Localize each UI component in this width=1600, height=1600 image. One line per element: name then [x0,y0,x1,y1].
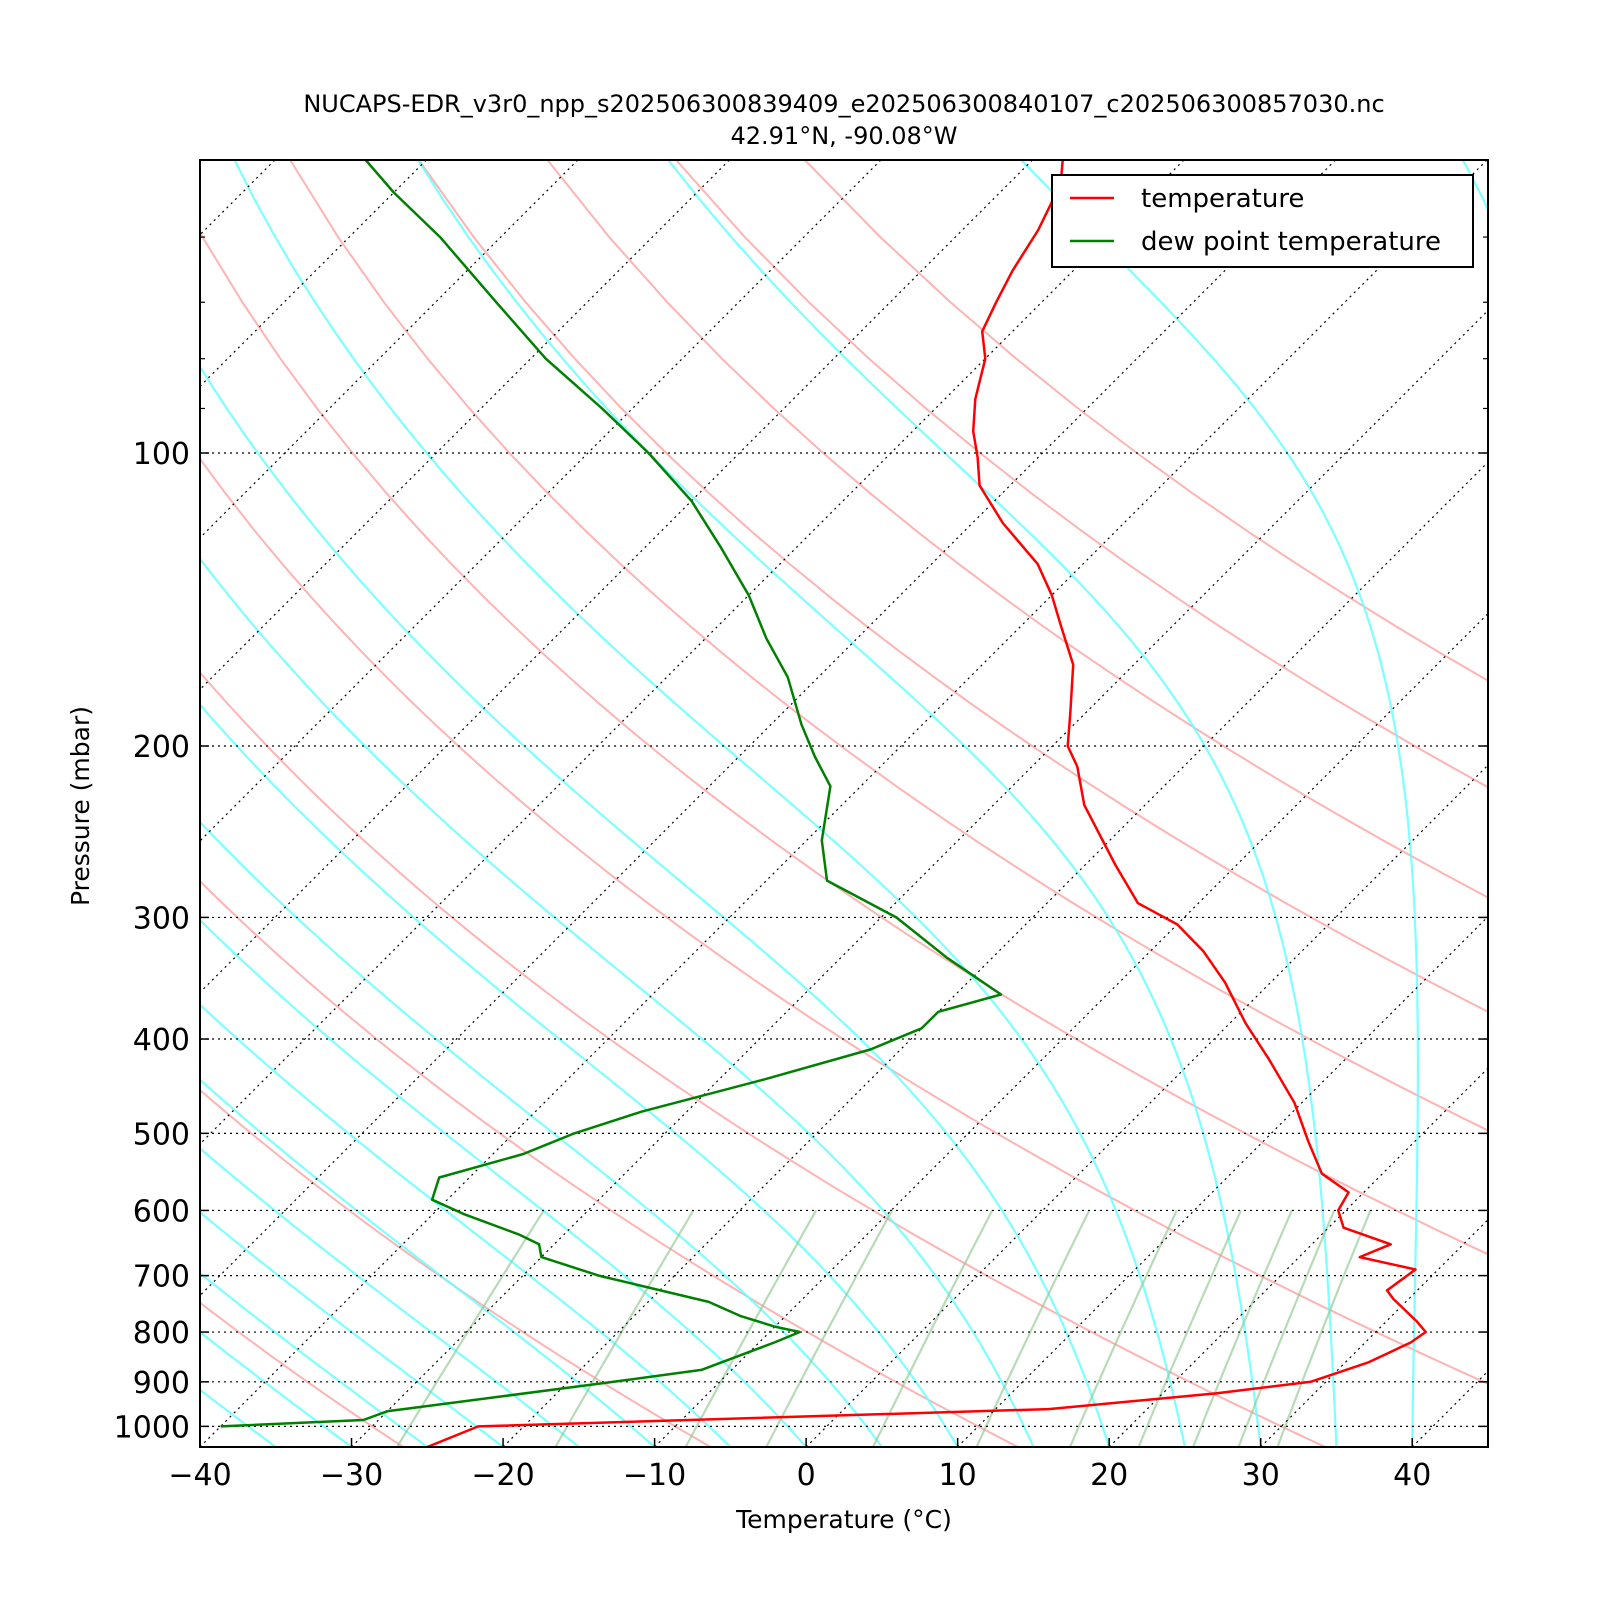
dry-adiabat-line [200,1088,712,1447]
y-tick-label: 800 [133,1316,190,1351]
y-axis-ticks: 100 200 300 400 500 600 700 800 900 1000 [114,159,1488,1445]
moist-adiabat-line [417,160,1262,1447]
y-tick-label: 100 [133,437,190,472]
legend: temperature dew point temperature [1051,174,1474,268]
x-tick-label: 10 [939,1458,977,1493]
dry-adiabat-line [200,457,1488,1385]
y-tick-label: 1000 [114,1410,190,1445]
dry-adiabat-line [417,160,1488,1013]
dry-adiabat-line [200,670,1326,1447]
mixing-ratio-line [1137,1209,1242,1447]
isotherm-line [0,160,123,1447]
y-tick-label: 900 [133,1366,190,1401]
chart-title: NUCAPS-EDR_v3r0_npp_s202506300839409_e20… [303,90,1384,118]
moist-adiabat-line [200,1003,732,1447]
y-tick-label: 200 [133,730,190,765]
mixing-ratio-line [1276,1209,1372,1447]
x-tick-label: 0 [797,1458,816,1493]
legend-label-dew-point-temperature: dew point temperature [1141,227,1441,257]
sounding-lines [220,160,1427,1447]
moist-adiabat-line [200,556,1035,1447]
dry-adiabat-line [200,1301,404,1447]
y-tick-label: 700 [133,1260,190,1295]
moist-adiabat-line [200,1210,504,1447]
moist-adiabat-line [200,918,807,1447]
x-tick-label: −40 [168,1458,231,1493]
background-lines [0,160,1600,1447]
x-tick-label: −10 [623,1458,686,1493]
pressure-grid-lines [200,452,1488,1427]
x-tick-label: −20 [471,1458,534,1493]
mixing-ratio-line [872,1209,994,1447]
chart-subtitle: 42.91°N, -90.08°W [730,122,957,150]
mixing-ratio-line [765,1209,893,1447]
x-tick-label: 30 [1242,1458,1280,1493]
plot-frame [199,159,1489,1448]
moist-adiabat-line [1020,160,1419,1447]
dry-adiabat-line [200,879,1019,1447]
legend-box [1051,174,1474,268]
isotherm-line [1564,160,1600,1447]
moist-adiabat-line [200,1078,656,1447]
x-tick-label: 20 [1090,1458,1128,1493]
y-tick-label: 500 [133,1117,190,1152]
plot-area-background [200,160,1488,1447]
x-axis-label: Temperature (°C) [735,1505,952,1534]
x-axis-ticks: −40 −30 −20 −10 0 10 20 30 40 [168,1438,1431,1493]
dry-adiabat-line [289,160,1488,1132]
series-line-dew-point-temperature [220,160,1003,1428]
y-tick-label: 300 [133,901,190,936]
mixing-ratio-line [684,1209,818,1447]
x-tick-label: −30 [320,1458,383,1493]
mixing-ratio-line [1192,1209,1293,1447]
y-axis-label: Pressure (mbar) [66,706,95,906]
y-tick-label: 400 [133,1023,190,1058]
moist-adiabat-line [200,364,1111,1447]
mixing-ratio-line [1237,1209,1336,1447]
x-tick-label: 40 [1393,1458,1431,1493]
dry-adiabat-line [546,160,1488,899]
legend-label-temperature: temperature [1141,184,1304,214]
y-tick-label: 600 [133,1194,190,1229]
mixing-ratio-line [554,1209,695,1447]
moist-adiabat-line [200,1330,353,1447]
moist-adiabat-line [200,1271,428,1447]
mixing-ratio-line [396,1209,545,1447]
moist-adiabat-line [200,1146,580,1447]
moist-adiabat-line [200,703,959,1447]
mixing-ratio-line [1068,1209,1178,1447]
dry-adiabat-line [675,160,1488,789]
mixing-ratio-line [975,1209,1091,1447]
series-line-temperature [426,160,1427,1447]
moist-adiabat-line [200,820,883,1447]
